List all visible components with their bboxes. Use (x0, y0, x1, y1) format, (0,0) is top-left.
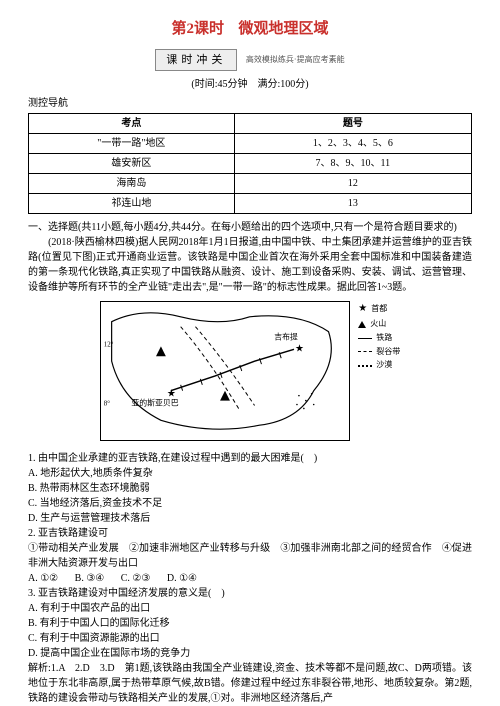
legend-item: 沙漠 (358, 359, 400, 372)
lesson-number: 第2课时 (171, 21, 224, 37)
q2-stem: 2. 亚吉铁路建设可 (28, 526, 472, 541)
banner-tail: 高效模拟练兵·提高应考素能 (246, 55, 345, 64)
lesson-title: 微观地理区域 (239, 21, 329, 37)
legend-item: 火山 (358, 318, 400, 331)
nav-header-topic: 考点 (29, 114, 235, 134)
map-legend: ★首都 火山 铁路 裂谷带 沙漠 (358, 301, 400, 373)
passage-1: (2018·陕西榆林四模)据人民网2018年1月1日报道,由中国中铁、中土集团承… (28, 235, 472, 295)
banner-row: 课时冲关 高效模拟练兵·提高应考素能 (28, 49, 472, 72)
timing-line: (时间:45分钟 满分:100分) (28, 77, 472, 92)
section-header: 一、选择题(共11小题,每小题4分,共44分。在每小题给出的四个选项中,只有一个… (28, 220, 472, 235)
map-label-djibouti: 吉布提 (274, 331, 298, 341)
dashed-line-icon (358, 351, 372, 352)
q1-opt-c: C. 当地经济落后,资金技术不足 (28, 496, 472, 511)
q3-opt-b: B. 有利于中国人口的国际化迁移 (28, 616, 472, 631)
table-row: 祁连山地13 (29, 194, 472, 214)
q3-stem: 3. 亚吉铁路建设对中国经济发展的意义是( ) (28, 586, 472, 601)
svg-text:★: ★ (295, 343, 304, 354)
legend-item: ★首都 (358, 301, 400, 317)
q3-opt-a: A. 有利于中国农产品的出口 (28, 601, 472, 616)
dots-icon (358, 365, 372, 367)
q1-opt-a: A. 地形起伏大,地质条件复杂 (28, 466, 472, 481)
legend-item: 裂谷带 (358, 346, 400, 359)
nav-table: 考点 题号 "一带一路"地区1、2、3、4、5、6 雄安新区7、8、9、10、1… (28, 113, 472, 214)
line-icon (358, 338, 372, 339)
q1-opt-b: B. 热带雨林区生态环境脆弱 (28, 481, 472, 496)
table-row: 雄安新区7、8、9、10、11 (29, 154, 472, 174)
svg-text:12°: 12° (104, 341, 114, 348)
map-figure: ★ ★ 亚的斯亚贝巴 吉布提 12° 8° (100, 301, 350, 441)
q2-circled: ①带动相关产业发展 ②加速非洲地区产业转移与升级 ③加强非洲南北部之间的经贸合作… (28, 541, 472, 571)
star-icon: ★ (358, 301, 367, 317)
svg-text:8°: 8° (104, 401, 110, 408)
q1-stem: 1. 由中国企业承建的亚吉铁路,在建设过程中遇到的最大困难是( ) (28, 451, 472, 466)
table-row: "一带一路"地区1、2、3、4、5、6 (29, 134, 472, 154)
legend-item: 铁路 (358, 332, 400, 345)
map-label-addis: 亚的斯亚贝巴 (131, 398, 178, 408)
q3-opt-c: C. 有利于中国资源能源的出口 (28, 631, 472, 646)
table-row: 海南岛12 (29, 174, 472, 194)
q2-opts: A. ①② B. ③④ C. ②③ D. ①④ (28, 571, 472, 586)
nav-label: 测控导航 (28, 96, 472, 111)
q1-opt-d: D. 生产与运营管理技术落后 (28, 511, 472, 526)
triangle-icon (358, 321, 366, 328)
nav-header-nums: 题号 (234, 114, 471, 134)
q3-opt-d: D. 提高中国企业在国际市场的竞争力 (28, 646, 472, 661)
banner-label: 课时冲关 (155, 49, 237, 72)
answer-explanation: 解析:1.A 2.D 3.D 第1题,该铁路由我国全产业链建设,资金、技术等都不… (28, 661, 472, 706)
figure-area: ★ ★ 亚的斯亚贝巴 吉布提 12° 8° ★首都 火山 铁路 裂谷带 沙漠 (28, 301, 472, 445)
